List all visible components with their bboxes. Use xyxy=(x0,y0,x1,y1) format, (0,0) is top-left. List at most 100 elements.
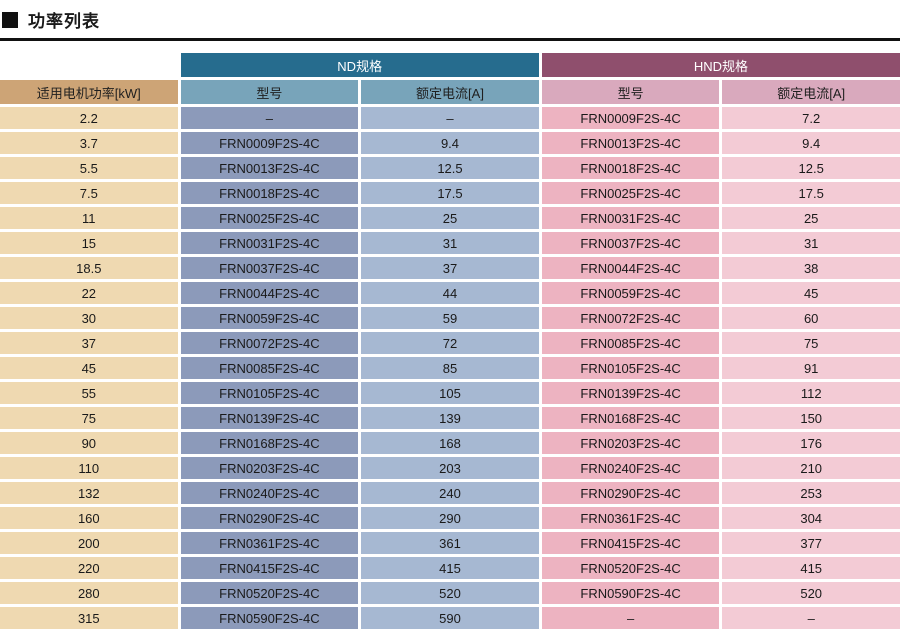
nd-rated-current-cell: 72 xyxy=(361,332,539,354)
motor-power-cell: 15 xyxy=(0,232,178,254)
hnd-rated-current-cell: 304 xyxy=(722,507,900,529)
motor-power-cell: 37 xyxy=(0,332,178,354)
motor-power-cell: 220 xyxy=(0,557,178,579)
nd-rated-current-cell: 520 xyxy=(361,582,539,604)
hnd-rated-current-cell: 25 xyxy=(722,207,900,229)
nd-rated-current-cell: 31 xyxy=(361,232,539,254)
hnd-rated-current-cell: 150 xyxy=(722,407,900,429)
hnd-model-cell: FRN0018F2S-4C xyxy=(541,157,720,179)
nd-rated-current-cell: 139 xyxy=(361,407,539,429)
hnd-spec-group-header: HND规格 xyxy=(541,53,900,77)
nd-rated-current-cell: 290 xyxy=(361,507,539,529)
motor-power-cell: 11 xyxy=(0,207,178,229)
hnd-rated-current-cell: 91 xyxy=(722,357,900,379)
hnd-rated-current-cell: 253 xyxy=(722,482,900,504)
nd-model-cell: FRN0290F2S-4C xyxy=(180,507,359,529)
motor-power-cell: 75 xyxy=(0,407,178,429)
hnd-model-cell: FRN0031F2S-4C xyxy=(541,207,720,229)
nd-model-cell: FRN0361F2S-4C xyxy=(180,532,359,554)
motor-power-cell: 7.5 xyxy=(0,182,178,204)
nd-model-cell: FRN0018F2S-4C xyxy=(180,182,359,204)
nd-spec-group-header: ND规格 xyxy=(180,53,539,77)
hnd-rated-current-cell: – xyxy=(722,607,900,629)
nd-rated-current-cell: 37 xyxy=(361,257,539,279)
motor-power-cell: 200 xyxy=(0,532,178,554)
hnd-model-cell: FRN0085F2S-4C xyxy=(541,332,720,354)
motor-power-cell: 280 xyxy=(0,582,178,604)
nd-rated-current-cell: 415 xyxy=(361,557,539,579)
hnd-rated-current-cell: 520 xyxy=(722,582,900,604)
hnd-model-cell: FRN0105F2S-4C xyxy=(541,357,720,379)
hnd-rated-current-cell: 176 xyxy=(722,432,900,454)
hnd-model-cell: FRN0203F2S-4C xyxy=(541,432,720,454)
nd-model-cell: FRN0009F2S-4C xyxy=(180,132,359,154)
nd-rated-current-cell: 105 xyxy=(361,382,539,404)
nd-model-cell: FRN0031F2S-4C xyxy=(180,232,359,254)
nd-model-cell: FRN0037F2S-4C xyxy=(180,257,359,279)
hnd-rated-current-cell: 75 xyxy=(722,332,900,354)
nd-rated-current-cell: 361 xyxy=(361,532,539,554)
motor-power-cell: 160 xyxy=(0,507,178,529)
nd-rated-current-cell: 12.5 xyxy=(361,157,539,179)
motor-power-cell: 55 xyxy=(0,382,178,404)
title-square-bullet-icon xyxy=(2,11,18,28)
nd-model-cell: FRN0105F2S-4C xyxy=(180,382,359,404)
nd-model-cell: FRN0059F2S-4C xyxy=(180,307,359,329)
nd-rated-current-cell: 168 xyxy=(361,432,539,454)
motor-power-cell: 18.5 xyxy=(0,257,178,279)
hnd-model-cell: FRN0590F2S-4C xyxy=(541,582,720,604)
nd-model-cell: FRN0590F2S-4C xyxy=(180,607,359,629)
motor-power-cell: 110 xyxy=(0,457,178,479)
nd-model-cell: FRN0025F2S-4C xyxy=(180,207,359,229)
nd-rated-current-cell: 203 xyxy=(361,457,539,479)
motor-power-cell: 90 xyxy=(0,432,178,454)
nd-rated-current-cell: 9.4 xyxy=(361,132,539,154)
nd-model-cell: FRN0072F2S-4C xyxy=(180,332,359,354)
motor-power-cell: 132 xyxy=(0,482,178,504)
hnd-model-cell: – xyxy=(541,607,720,629)
hnd-model-cell: FRN0044F2S-4C xyxy=(541,257,720,279)
motor-power-cell: 2.2 xyxy=(0,107,178,129)
column-header-nd-current: 额定电流[A] xyxy=(361,80,539,104)
hnd-model-cell: FRN0168F2S-4C xyxy=(541,407,720,429)
hnd-rated-current-cell: 112 xyxy=(722,382,900,404)
column-header-hnd-model: 型号 xyxy=(541,80,720,104)
nd-rated-current-cell: 240 xyxy=(361,482,539,504)
nd-rated-current-cell: – xyxy=(361,107,539,129)
hnd-rated-current-cell: 377 xyxy=(722,532,900,554)
power-rating-table: ND规格 HND规格 适用电机功率[kW] 型号 额定电流[A] 型号 额定电流… xyxy=(0,53,900,629)
nd-model-cell: FRN0203F2S-4C xyxy=(180,457,359,479)
nd-rated-current-cell: 59 xyxy=(361,307,539,329)
hnd-rated-current-cell: 415 xyxy=(722,557,900,579)
nd-model-cell: FRN0415F2S-4C xyxy=(180,557,359,579)
motor-power-cell: 3.7 xyxy=(0,132,178,154)
nd-model-cell: FRN0085F2S-4C xyxy=(180,357,359,379)
nd-rated-current-cell: 590 xyxy=(361,607,539,629)
hnd-rated-current-cell: 60 xyxy=(722,307,900,329)
nd-rated-current-cell: 25 xyxy=(361,207,539,229)
hnd-model-cell: FRN0009F2S-4C xyxy=(541,107,720,129)
hnd-rated-current-cell: 17.5 xyxy=(722,182,900,204)
hnd-model-cell: FRN0013F2S-4C xyxy=(541,132,720,154)
nd-model-cell: FRN0240F2S-4C xyxy=(180,482,359,504)
hnd-rated-current-cell: 7.2 xyxy=(722,107,900,129)
hnd-model-cell: FRN0290F2S-4C xyxy=(541,482,720,504)
hnd-model-cell: FRN0025F2S-4C xyxy=(541,182,720,204)
nd-rated-current-cell: 85 xyxy=(361,357,539,379)
hnd-rated-current-cell: 31 xyxy=(722,232,900,254)
page-title: 功率列表 xyxy=(28,12,100,31)
motor-power-cell: 30 xyxy=(0,307,178,329)
table-corner-blank-cell xyxy=(0,53,178,77)
motor-power-cell: 22 xyxy=(0,282,178,304)
nd-model-cell: – xyxy=(180,107,359,129)
hnd-model-cell: FRN0520F2S-4C xyxy=(541,557,720,579)
hnd-model-cell: FRN0059F2S-4C xyxy=(541,282,720,304)
motor-power-cell: 5.5 xyxy=(0,157,178,179)
hnd-rated-current-cell: 9.4 xyxy=(722,132,900,154)
nd-rated-current-cell: 17.5 xyxy=(361,182,539,204)
nd-model-cell: FRN0168F2S-4C xyxy=(180,432,359,454)
column-header-motor-power: 适用电机功率[kW] xyxy=(0,80,178,104)
hnd-rated-current-cell: 45 xyxy=(722,282,900,304)
hnd-rated-current-cell: 38 xyxy=(722,257,900,279)
hnd-model-cell: FRN0037F2S-4C xyxy=(541,232,720,254)
